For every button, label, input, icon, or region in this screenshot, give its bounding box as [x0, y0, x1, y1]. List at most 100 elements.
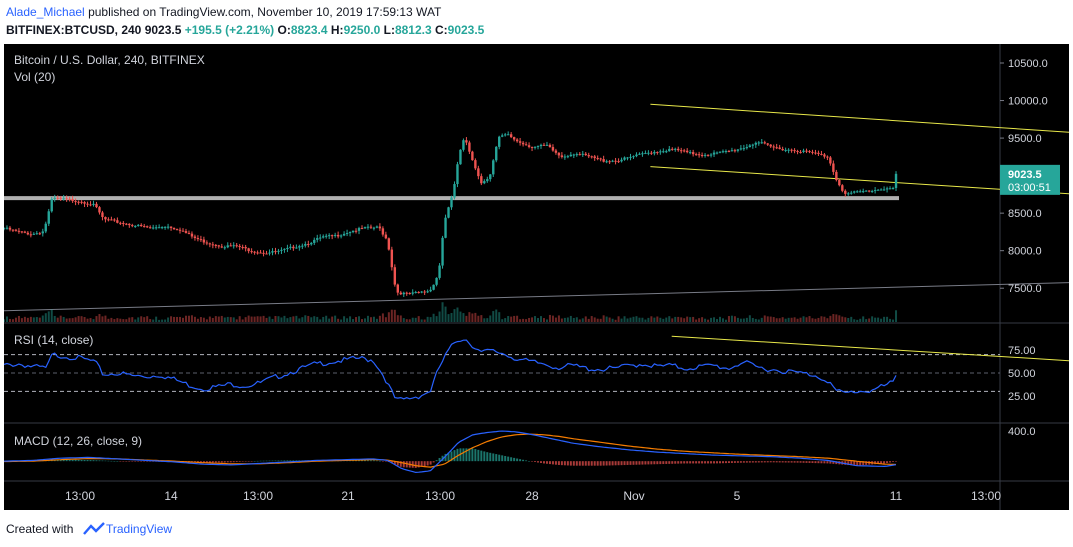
chart-area[interactable]: 10500.010000.09500.09000.08500.08000.075…: [4, 44, 1069, 510]
volume-bar: [23, 316, 26, 322]
macd-histogram-bar: [247, 461, 250, 462]
volume-bar: [405, 319, 408, 322]
volume-bar: [5, 316, 8, 322]
volume-bar: [334, 315, 337, 322]
candle-body: [623, 157, 626, 160]
candle-body: [709, 154, 713, 156]
macd-pane[interactable]: [4, 430, 898, 474]
macd-histogram-bar: [540, 461, 542, 463]
candle-body: [742, 148, 746, 150]
volume-bar: [143, 317, 146, 322]
macd-histogram-bar: [528, 461, 531, 462]
candle-body: [870, 191, 874, 193]
macd-histogram-bar: [98, 460, 101, 462]
long-trendline: [4, 282, 1069, 312]
macd-histogram-bar: [578, 461, 581, 466]
candle-body: [226, 245, 229, 248]
macd-histogram-bar: [429, 461, 432, 465]
volume-bar: [146, 316, 149, 322]
macd-histogram-bar: [808, 461, 811, 463]
macd-histogram-bar: [581, 461, 584, 466]
candle-body: [602, 159, 605, 162]
volume-bar: [375, 318, 378, 322]
volume-bar: [134, 319, 137, 322]
volume-bar: [307, 315, 310, 322]
candle-body: [668, 148, 671, 152]
tradingview-brand[interactable]: TradingView: [106, 522, 173, 536]
macd-histogram-bar: [423, 461, 426, 467]
volume-bar: [381, 313, 384, 322]
author-link[interactable]: Alade_Michael: [6, 5, 85, 19]
macd-histogram-bar: [516, 458, 519, 462]
volume-bar: [551, 315, 554, 322]
volume-bar: [301, 317, 304, 322]
candle-body: [644, 152, 647, 154]
macd-histogram-bar: [438, 457, 441, 462]
volume-bar: [871, 316, 874, 322]
volume-bar: [86, 318, 89, 322]
macd-histogram-bar: [378, 460, 381, 462]
candle-body: [751, 144, 755, 146]
volume-bar: [787, 317, 790, 322]
volume-bar: [489, 315, 492, 322]
macd-histogram-bar: [295, 460, 298, 462]
candle-body: [438, 265, 441, 278]
rsi-pane[interactable]: [4, 335, 1069, 400]
macd-histogram-bar: [358, 460, 361, 462]
rsi-label: RSI (14, close): [14, 333, 93, 347]
macd-histogram-bar: [799, 461, 802, 463]
candle-body: [509, 134, 513, 138]
volume-bar: [656, 316, 659, 322]
chart-canvas[interactable]: 10500.010000.09500.09000.08500.08000.075…: [4, 44, 1069, 510]
time-tick-label: 5: [734, 489, 741, 503]
volume-bar: [256, 316, 259, 322]
candle-body: [739, 148, 743, 150]
volume-bar: [862, 316, 865, 322]
macd-histogram-bar: [80, 459, 83, 462]
volume-bar: [202, 317, 205, 322]
volume-bar: [214, 316, 217, 322]
price-pane[interactable]: [4, 103, 1069, 322]
macd-histogram-bar: [895, 461, 898, 462]
volume-bar: [32, 317, 35, 322]
price-change: +195.5 (+2.21%): [184, 23, 275, 37]
volume-bar: [14, 317, 17, 322]
volume-bar: [880, 318, 883, 322]
macd-histogram-bar: [692, 461, 695, 464]
candle-body: [220, 246, 223, 248]
volume-bar: [462, 313, 465, 322]
candle-body: [214, 244, 218, 246]
volume-bar: [832, 314, 835, 322]
macd-histogram-bar: [504, 455, 507, 462]
volume-bar: [638, 317, 641, 322]
volume-bar: [874, 317, 877, 322]
macd-histogram-bar: [220, 461, 223, 463]
volume-bar: [349, 316, 352, 322]
macd-histogram-bar: [683, 461, 686, 464]
volume-bar: [683, 318, 686, 322]
macd-histogram-bar: [686, 461, 689, 464]
macd-histogram-bar: [647, 461, 650, 465]
candle-body: [465, 140, 468, 143]
macd-histogram-bar: [375, 460, 378, 462]
volume-bar: [739, 318, 742, 322]
channel-upper-line: [650, 103, 1069, 133]
candle-body: [685, 150, 689, 153]
macd-histogram-bar: [641, 461, 644, 465]
candle-body: [677, 148, 680, 151]
macd-histogram-bar: [86, 460, 89, 462]
candle-body: [330, 235, 334, 237]
volume-bar: [823, 316, 826, 322]
volume-bar: [211, 317, 214, 322]
volume-bar: [650, 316, 653, 322]
candle-body: [873, 190, 877, 192]
candle-body: [703, 154, 707, 156]
candle-body: [322, 236, 325, 238]
candle-body: [131, 225, 134, 227]
candle-body: [336, 234, 340, 237]
macd-histogram-bar: [92, 460, 95, 462]
macd-histogram-bar: [877, 461, 880, 464]
volume-bar: [811, 318, 814, 322]
candle-body: [101, 212, 104, 218]
candle-body: [41, 231, 44, 234]
